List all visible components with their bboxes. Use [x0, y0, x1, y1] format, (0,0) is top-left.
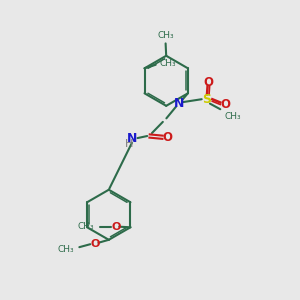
Text: S: S	[202, 93, 211, 106]
Text: O: O	[90, 238, 100, 249]
Text: CH₃: CH₃	[57, 245, 74, 254]
Text: N: N	[127, 133, 138, 146]
Text: CH₃: CH₃	[77, 222, 94, 231]
Text: O: O	[111, 222, 120, 232]
Text: CH₃: CH₃	[157, 31, 174, 40]
Text: CH₃: CH₃	[160, 59, 176, 68]
Text: H: H	[125, 139, 133, 149]
Text: CH₃: CH₃	[224, 112, 241, 121]
Text: N: N	[174, 97, 184, 110]
Text: O: O	[220, 98, 230, 111]
Text: O: O	[162, 131, 172, 144]
Text: O: O	[203, 76, 214, 88]
